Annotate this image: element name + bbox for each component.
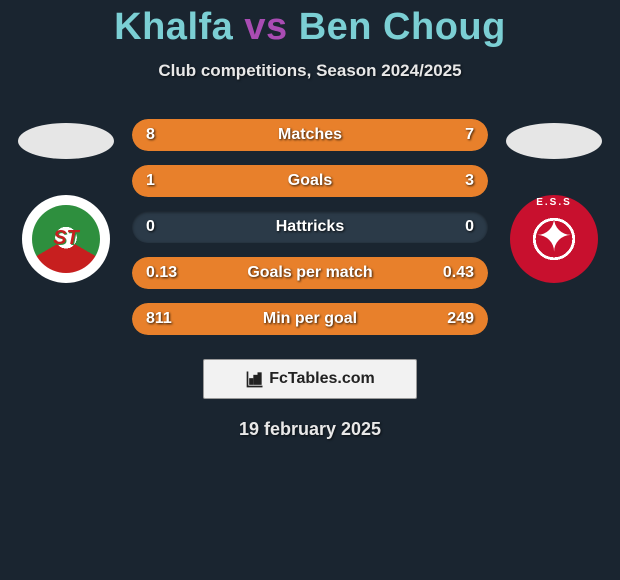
club-right-abbrev: E.S.S: [514, 197, 594, 208]
stat-bar: 87Matches: [132, 119, 488, 151]
stat-bar: 00Hattricks: [132, 211, 488, 243]
player2-silhouette: [506, 123, 602, 159]
club-badge-left: [22, 195, 110, 283]
subtitle: Club competitions, Season 2024/2025: [0, 61, 620, 81]
branding-label: FcTables.com: [269, 370, 375, 388]
stats-bars: 87Matches 13Goals 00Hattricks 0.130.43Goals…: [126, 119, 494, 335]
stat-label: Matches: [132, 119, 488, 151]
branding-badge: FcTables.com: [203, 359, 417, 399]
left-side: [6, 119, 126, 283]
stat-label: Min per goal: [132, 303, 488, 335]
right-side: E.S.S: [494, 119, 614, 283]
stat-bar: 811249Min per goal: [132, 303, 488, 335]
stat-label: Goals per match: [132, 257, 488, 289]
vs-text: vs: [244, 6, 287, 48]
comparison-date: 19 february 2025: [0, 419, 620, 440]
stat-label: Goals: [132, 165, 488, 197]
main-layout: 87Matches 13Goals 00Hattricks 0.130.43Goals…: [0, 119, 620, 335]
player1-name: Khalfa: [114, 6, 233, 48]
comparison-title: Khalfa vs Ben Choug: [0, 0, 620, 49]
chart-icon: [245, 369, 265, 389]
stat-label: Hattricks: [132, 211, 488, 243]
player1-silhouette: [18, 123, 114, 159]
club-badge-right: E.S.S: [510, 195, 598, 283]
player2-name: Ben Choug: [299, 6, 506, 48]
stat-bar: 0.130.43Goals per match: [132, 257, 488, 289]
stat-bar: 13Goals: [132, 165, 488, 197]
